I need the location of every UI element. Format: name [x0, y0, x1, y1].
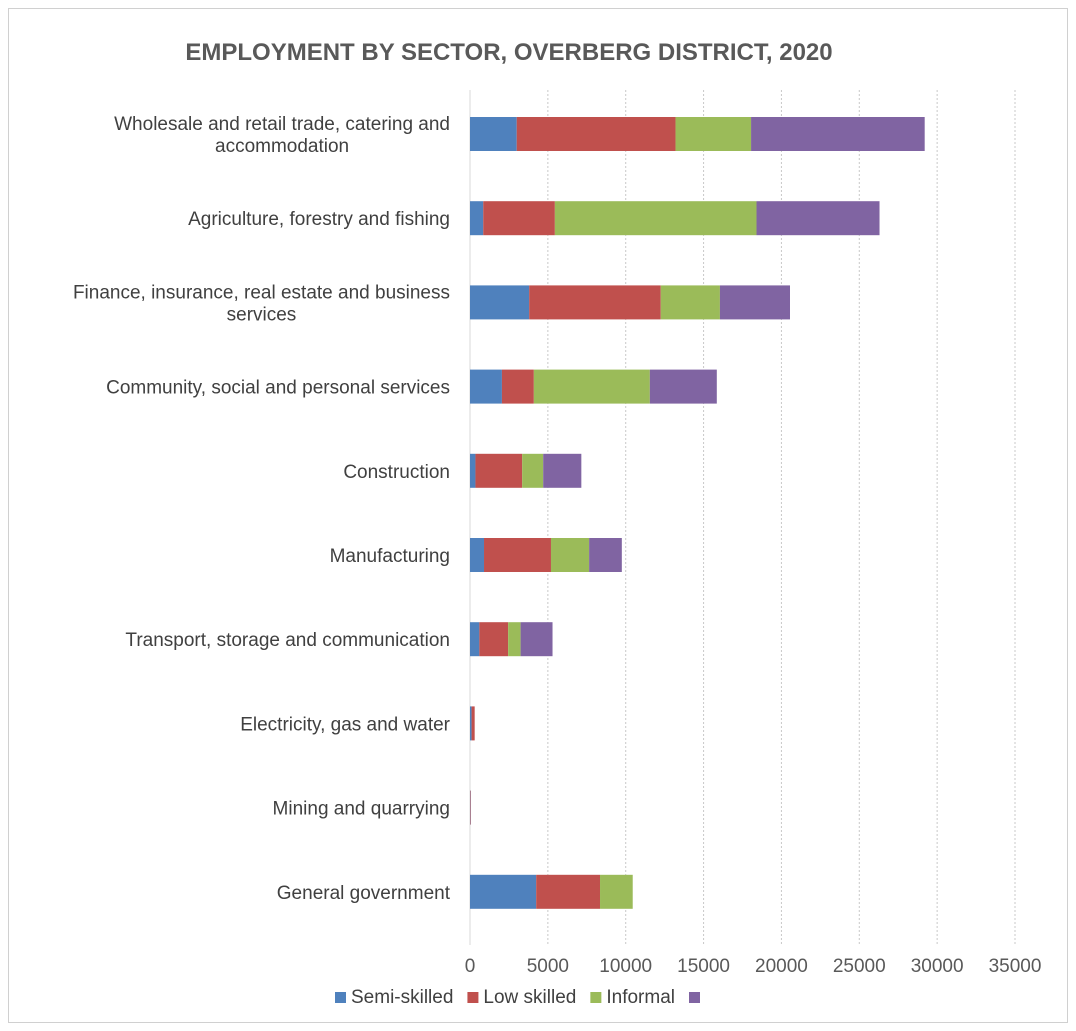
category-label: Community, social and personal services [106, 378, 450, 399]
bar-informal-5 [550, 538, 590, 572]
bar-low-skilled-2 [529, 285, 661, 320]
bar-low-skilled-3 [501, 369, 534, 404]
x-tick-label: 20000 [755, 956, 808, 977]
legend-swatch-4 [689, 992, 700, 1003]
x-tick-label: 25000 [833, 956, 886, 977]
bar-semi-skilled-5 [470, 538, 485, 572]
legend-swatch-2 [467, 992, 479, 1003]
chart-title: EMPLOYMENT BY SECTOR, OVERBERG DISTRICT,… [185, 39, 833, 66]
bar-semi-skilled-0 [470, 117, 517, 151]
category-label: General government [277, 883, 451, 904]
bar-low-skilled-5 [484, 538, 551, 572]
bar-low-skilled-4 [475, 453, 523, 488]
bar-series-4-6 [520, 622, 553, 657]
bar-series-4-3 [649, 369, 717, 404]
bar-low-skilled-6 [479, 622, 509, 657]
x-tick-label: 5000 [527, 956, 569, 977]
legend-label-1: Semi-skilled [351, 987, 453, 1008]
category-label: Finance, insurance, real estate and busi… [73, 282, 450, 303]
x-tick-label: 30000 [911, 956, 964, 977]
bar-semi-skilled-7 [470, 706, 472, 741]
chart-frame: EMPLOYMENT BY SECTOR, OVERBERG DISTRICT,… [8, 8, 1068, 1023]
x-tick-label: 35000 [989, 956, 1042, 977]
bar-informal-4 [522, 453, 544, 488]
category-label: accommodation [215, 136, 349, 157]
bar-low-skilled-1 [483, 201, 555, 236]
x-tick-label: 0 [465, 956, 476, 977]
category-label: Agriculture, forestry and fishing [188, 209, 450, 230]
category-label: Mining and quarrying [273, 799, 450, 820]
category-label: Wholesale and retail trade, catering and [114, 114, 450, 135]
bar-series-4-2 [719, 285, 790, 320]
bar-series-4-0 [751, 117, 925, 151]
bar-informal-0 [675, 117, 752, 151]
category-label: Manufacturing [330, 546, 450, 567]
bar-low-skilled-8 [470, 790, 471, 825]
bar-informal-2 [660, 285, 720, 320]
bar-low-skilled-7 [471, 706, 475, 741]
bar-semi-skilled-6 [470, 622, 480, 657]
bar-low-skilled-0 [516, 117, 676, 151]
bar-semi-skilled-8 [470, 790, 471, 825]
bar-informal-9 [600, 874, 633, 909]
bar-series-4-1 [756, 201, 880, 236]
category-label: Transport, storage and communication [125, 630, 450, 651]
bar-semi-skilled-9 [470, 874, 537, 909]
legend-label-2: Low skilled [483, 987, 576, 1008]
category-label: Construction [343, 462, 450, 483]
bar-semi-skilled-2 [470, 285, 530, 320]
bar-series-4-4 [543, 453, 582, 488]
bar-semi-skilled-1 [470, 201, 484, 236]
bar-low-skilled-9 [536, 874, 601, 909]
bar-series-4-5 [589, 538, 622, 572]
bar-informal-3 [533, 369, 650, 404]
x-tick-label: 15000 [677, 956, 730, 977]
bar-informal-1 [554, 201, 757, 236]
bar-semi-skilled-4 [470, 453, 476, 488]
legend-swatch-1 [335, 992, 346, 1003]
legend-swatch-3 [590, 992, 602, 1003]
legend-label-3: Informal [606, 987, 675, 1008]
bar-informal-6 [508, 622, 521, 657]
x-tick-label: 10000 [599, 956, 652, 977]
category-label: Electricity, gas and water [240, 714, 450, 735]
bar-semi-skilled-3 [470, 369, 502, 404]
category-label: services [227, 304, 297, 325]
